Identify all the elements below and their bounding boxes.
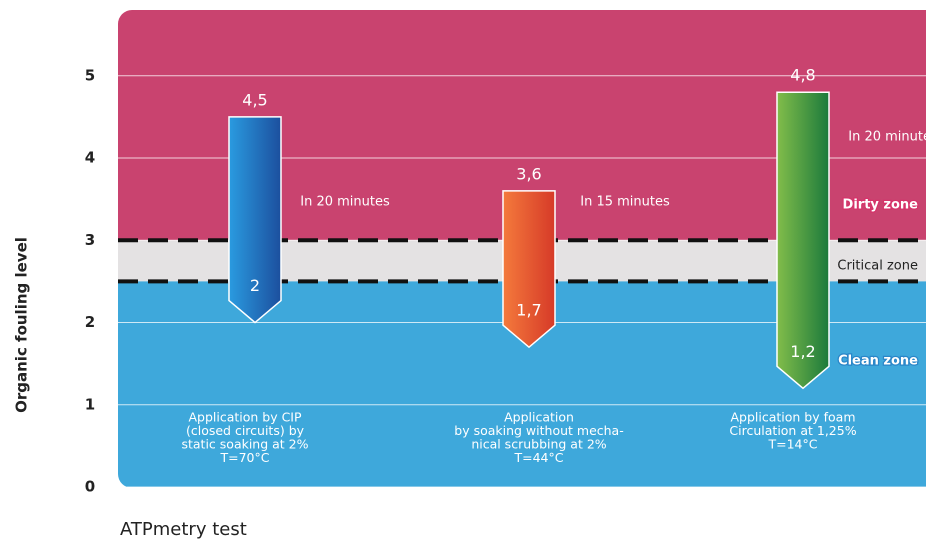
- category-label: nical scrubbing at 2%: [471, 437, 606, 452]
- y-tick-label: 3: [85, 231, 95, 249]
- duration-label: In 20 minutes: [848, 130, 926, 145]
- category-label: (closed circuits) by: [186, 423, 305, 438]
- category-label: Circulation at 1,25%: [729, 423, 856, 438]
- category-label: by soaking without mecha-: [454, 423, 623, 438]
- y-tick-label: 0: [85, 478, 95, 496]
- arrow-bar: [502, 190, 556, 349]
- end-label: 2: [250, 276, 260, 295]
- category-label: Application: [504, 410, 574, 425]
- start-label: 4,5: [242, 90, 267, 109]
- y-tick-label: 4: [85, 149, 95, 167]
- duration-label: In 20 minutes: [300, 195, 390, 210]
- zone-label: Critical zone: [837, 259, 918, 274]
- y-tick-label: 1: [85, 395, 95, 413]
- category-label: Application by CIP: [188, 410, 302, 425]
- category-label: T=70°C: [220, 450, 270, 465]
- zone-label: Dirty zone: [843, 198, 919, 213]
- category-label: T=14°C: [768, 437, 818, 452]
- y-tick-label: 2: [85, 313, 95, 331]
- category-label: static soaking at 2%: [181, 437, 308, 452]
- zone-label: Clean zone: [838, 354, 918, 369]
- end-label: 1,2: [790, 342, 815, 361]
- arrow-bar: [228, 116, 282, 324]
- duration-label: In 15 minutes: [580, 195, 670, 210]
- category-label: Application by foam: [730, 410, 855, 425]
- start-label: 3,6: [516, 164, 541, 183]
- end-label: 1,7: [516, 301, 541, 320]
- y-tick-label: 5: [85, 66, 95, 84]
- x-axis-label: ATPmetry test: [120, 519, 247, 540]
- arrow-bar: [776, 91, 830, 390]
- y-axis-label: Organic fouling level: [13, 237, 31, 413]
- category-label: T=44°C: [514, 450, 564, 465]
- start-label: 4,8: [790, 66, 815, 85]
